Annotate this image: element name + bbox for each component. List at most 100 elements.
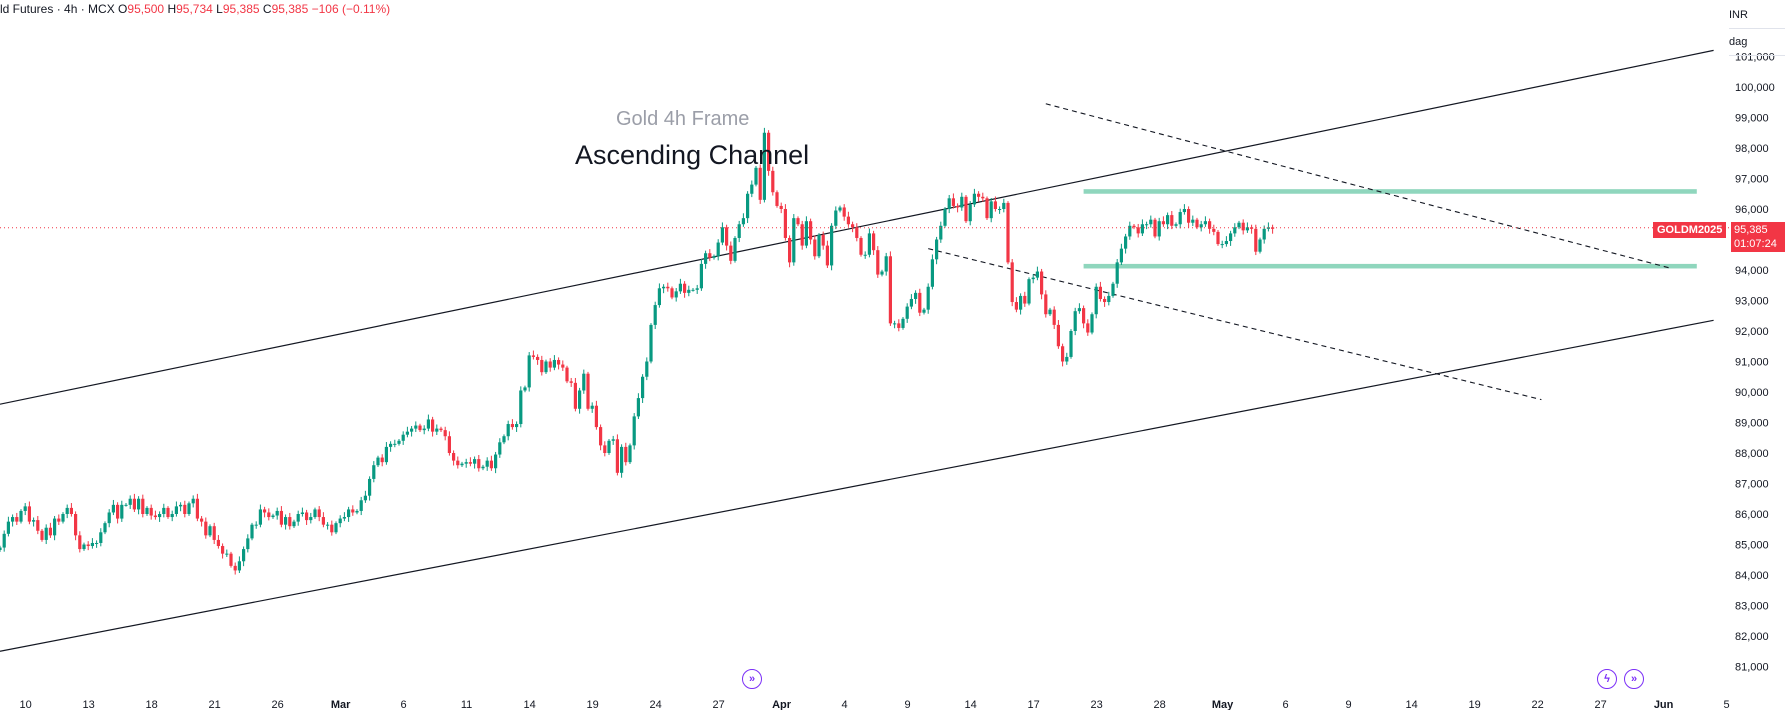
candle-body: [788, 237, 792, 263]
candle: [628, 443, 632, 464]
candle: [40, 528, 44, 542]
candle-body: [914, 292, 918, 299]
candle: [418, 423, 422, 432]
candle-body: [1027, 279, 1031, 304]
candle: [687, 285, 691, 297]
candle-body: [880, 271, 884, 275]
candle-body: [607, 440, 611, 453]
candle: [1040, 268, 1044, 300]
candle-body: [1111, 283, 1115, 296]
candle-body: [590, 405, 594, 409]
candle: [439, 426, 443, 432]
x-tick-label: 14: [964, 699, 976, 710]
candle-body: [128, 498, 132, 505]
candle: [74, 511, 78, 541]
candle: [750, 180, 754, 198]
candle-body: [1191, 219, 1195, 223]
candle-body: [326, 524, 330, 526]
candle-body: [859, 237, 863, 255]
candle: [0, 545, 2, 552]
candle-body: [1157, 221, 1161, 237]
candle: [1031, 274, 1035, 284]
candle-body: [704, 253, 708, 264]
candle-body: [1040, 271, 1044, 295]
candle: [561, 360, 565, 371]
candle-body: [1149, 219, 1153, 225]
candle-body: [725, 227, 729, 246]
candle: [347, 506, 351, 522]
candle: [204, 517, 208, 539]
candle-body: [603, 445, 607, 453]
candle-body: [683, 283, 687, 293]
candle: [468, 457, 472, 467]
candle-body: [292, 521, 296, 527]
candle: [32, 517, 36, 527]
currency-unit-box[interactable]: INR dag: [1719, 2, 1785, 56]
candle-body: [313, 509, 317, 518]
candle: [1077, 303, 1081, 314]
candle-body: [733, 237, 737, 261]
candle-body: [851, 224, 855, 228]
candle: [284, 514, 288, 530]
candle: [796, 216, 800, 227]
candle-body: [86, 544, 90, 547]
candle: [174, 501, 178, 517]
x-tick-label: 9: [1346, 699, 1352, 710]
candle-body: [418, 425, 422, 431]
candle-body: [872, 233, 876, 251]
candle-body: [1090, 314, 1094, 333]
candle: [1056, 320, 1060, 349]
candle: [611, 435, 615, 445]
candle-body: [804, 221, 808, 246]
double-chevron-right-icon[interactable]: »: [1624, 669, 1644, 689]
time-axis[interactable]: 10 13 18 21 26 Mar 6 11 14 19 24 27 Apr 4 9 14 17 23 28 May…: [19, 699, 1729, 710]
candle-body: [158, 514, 162, 518]
candle: [699, 259, 703, 291]
lightning-icon[interactable]: ϟ: [1597, 669, 1617, 689]
zone-resistance: [1083, 189, 1697, 194]
double-chevron-right-icon[interactable]: »: [742, 669, 762, 689]
last-price-tag: 95,385 01:07:24: [1731, 222, 1785, 252]
candle-body: [300, 512, 304, 514]
candle: [393, 439, 397, 448]
candle-body: [750, 184, 754, 194]
open-label: O: [118, 2, 128, 16]
candle-body: [305, 512, 309, 521]
candle: [1241, 219, 1245, 235]
price-axis[interactable]: 81,000 82,000 83,000 84,000 85,000 86,000 87,0…: [1735, 52, 1775, 674]
candle-body: [1254, 228, 1258, 252]
candle: [275, 507, 279, 520]
candle-body: [447, 436, 451, 453]
candle: [540, 355, 544, 376]
candle-body: [170, 514, 174, 518]
candle-body: [632, 416, 636, 446]
candle: [557, 357, 561, 370]
candle: [653, 301, 657, 330]
currency-code: INR: [1729, 2, 1785, 29]
candle-body: [221, 546, 225, 554]
x-tick-label: 13: [82, 699, 94, 710]
candle-body: [523, 387, 527, 391]
candle: [107, 509, 111, 528]
candle-body: [1010, 262, 1014, 303]
x-tick-label: 14: [1405, 699, 1417, 710]
candle: [922, 307, 926, 315]
candle: [179, 502, 183, 512]
candle-body: [708, 253, 712, 258]
candle: [956, 203, 960, 213]
candle-body: [124, 504, 128, 506]
close-value: 95,385: [271, 2, 309, 16]
candle: [212, 522, 216, 545]
candle: [1090, 312, 1094, 335]
candle-body: [330, 524, 334, 533]
candle: [372, 461, 376, 483]
candle: [225, 549, 229, 558]
candle: [1052, 306, 1056, 330]
candle: [384, 442, 388, 465]
candle: [1115, 259, 1119, 288]
candle: [993, 196, 997, 212]
candle: [662, 284, 666, 294]
candle: [930, 254, 934, 290]
candle: [263, 506, 267, 518]
